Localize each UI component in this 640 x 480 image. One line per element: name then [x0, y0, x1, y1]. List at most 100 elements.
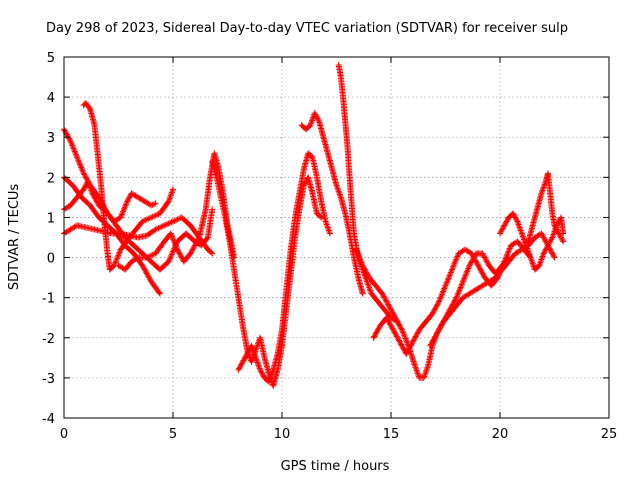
data-point	[170, 237, 177, 244]
data-point	[169, 249, 176, 256]
data-point	[468, 250, 475, 257]
data-point	[386, 304, 393, 311]
data-point	[312, 111, 319, 118]
data-point	[165, 220, 172, 227]
data-point	[474, 261, 481, 268]
data-point	[436, 297, 443, 304]
series-track-e	[80, 100, 176, 273]
data-point	[164, 199, 171, 206]
x-tick-label: 5	[169, 427, 177, 442]
data-point	[145, 253, 152, 260]
data-point	[451, 260, 458, 267]
data-point	[385, 318, 392, 325]
data-point	[69, 144, 76, 151]
data-point	[140, 217, 147, 224]
data-point	[502, 221, 509, 228]
data-point	[429, 338, 436, 345]
data-point	[453, 254, 460, 261]
data-point	[547, 238, 554, 245]
data-point	[373, 329, 380, 336]
data-point	[67, 138, 74, 145]
data-point	[140, 265, 147, 272]
x-tick-label: 20	[492, 427, 509, 442]
data-point	[155, 225, 162, 232]
data-point	[503, 252, 510, 259]
data-point	[393, 316, 400, 323]
data-point	[189, 246, 196, 253]
data-point	[112, 259, 119, 266]
data-point	[82, 182, 89, 189]
data-point	[398, 342, 405, 349]
data-point	[467, 261, 474, 268]
data-point	[483, 258, 490, 265]
data-point	[455, 290, 462, 297]
data-point	[452, 296, 459, 303]
data-point	[395, 337, 402, 344]
data-point	[117, 214, 124, 221]
data-point	[355, 252, 362, 259]
data-point	[550, 253, 557, 260]
data-point	[93, 198, 100, 205]
series-track-m	[427, 230, 558, 349]
data-point	[236, 365, 243, 372]
data-point	[148, 252, 155, 259]
data-point	[395, 320, 402, 327]
data-point	[559, 237, 566, 244]
data-point	[511, 213, 518, 220]
data-point	[399, 344, 406, 351]
data-point	[473, 258, 480, 265]
data-point	[480, 251, 487, 258]
data-point	[470, 253, 477, 260]
data-point	[326, 230, 333, 237]
data-point	[356, 255, 363, 262]
data-point	[504, 249, 511, 256]
data-point	[66, 135, 73, 142]
data-point	[361, 266, 368, 273]
data-point	[90, 193, 97, 200]
data-point	[383, 298, 390, 305]
data-point	[382, 296, 389, 303]
data-point	[68, 141, 75, 148]
data-point	[357, 256, 364, 263]
data-point	[412, 333, 419, 340]
x-tick-labels: 0 5 10 15 20 25	[60, 427, 617, 442]
data-point	[245, 348, 252, 355]
data-point	[166, 257, 173, 264]
data-point	[500, 223, 507, 230]
data-point	[442, 282, 449, 289]
data-point	[461, 275, 468, 282]
data-point	[454, 253, 461, 260]
series-track-d	[61, 178, 159, 225]
data-point	[149, 251, 156, 258]
data-point	[505, 248, 512, 255]
data-point	[433, 302, 440, 309]
data-point	[402, 335, 409, 342]
data-point	[548, 249, 555, 256]
data-point	[364, 271, 371, 278]
data-point	[242, 353, 249, 360]
data-point	[479, 270, 486, 277]
data-point	[433, 304, 440, 311]
data-point	[195, 235, 202, 242]
data-point	[313, 112, 320, 119]
series-track-n	[497, 210, 567, 273]
data-point	[503, 218, 510, 225]
data-point	[434, 301, 441, 308]
data-point	[244, 350, 251, 357]
data-point	[545, 241, 552, 248]
x-tick-label: 25	[601, 427, 618, 442]
data-point	[187, 250, 194, 257]
data-point	[458, 281, 465, 288]
data-point	[450, 263, 457, 270]
data-point	[481, 254, 488, 261]
data-point	[63, 131, 70, 138]
data-point	[151, 201, 158, 208]
data-point	[168, 231, 175, 238]
data-point	[560, 238, 567, 245]
data-point	[156, 289, 163, 296]
data-point	[359, 290, 366, 297]
data-point	[122, 202, 129, 209]
data-point	[142, 267, 149, 274]
data-point	[174, 246, 181, 253]
data-point	[541, 249, 548, 256]
